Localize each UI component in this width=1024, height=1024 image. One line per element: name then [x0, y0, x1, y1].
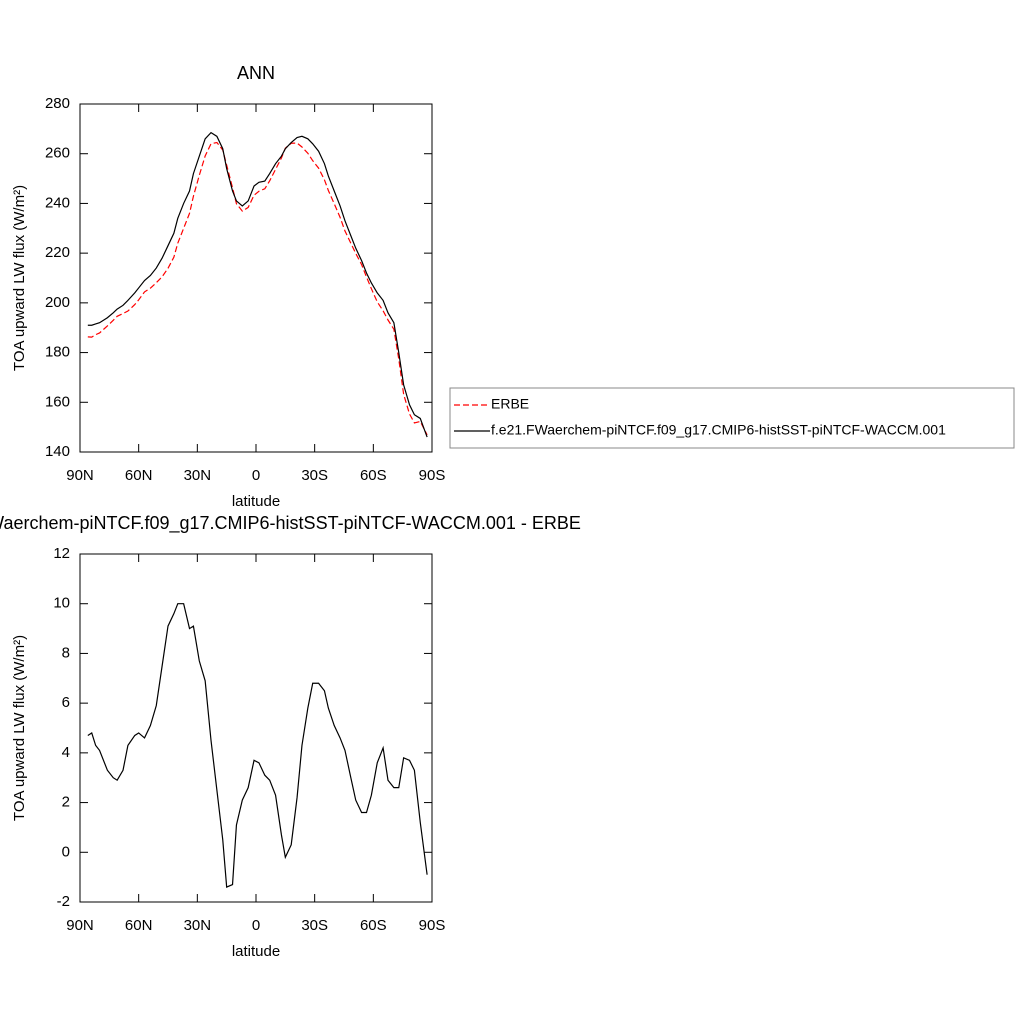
y-tick-label: 6: [62, 694, 70, 711]
x-tick-label: 90N: [66, 917, 94, 934]
data-line: [87, 131, 428, 438]
y-tick-label: 4: [62, 744, 70, 761]
x-axis-label: latitude: [232, 943, 280, 960]
x-tick-label: 90S: [419, 917, 446, 934]
x-tick-label: 0: [252, 917, 260, 934]
x-tick-label: 90S: [419, 467, 446, 484]
x-tick-label: 60S: [360, 917, 387, 934]
y-axis-label: TOA upward LW flux (W/m²): [11, 635, 28, 821]
y-tick-label: 160: [45, 393, 70, 410]
x-tick-label: 60N: [125, 917, 153, 934]
x-tick-label: 60S: [360, 467, 387, 484]
y-tick-label: 10: [53, 595, 70, 612]
y-tick-label: 2: [62, 794, 70, 811]
legend-label: ERBE: [491, 396, 529, 412]
y-tick-label: 12: [53, 545, 70, 562]
data-line: [87, 603, 428, 888]
y-tick-label: 180: [45, 344, 70, 361]
x-tick-label: 30S: [301, 467, 328, 484]
y-tick-label: 0: [62, 843, 70, 860]
data-line: [87, 141, 428, 436]
plot-frame: [79, 553, 433, 903]
x-tick-label: 30N: [184, 917, 212, 934]
chart-title: f.e21.FWaerchem-piNTCF.f09_g17.CMIP6-his…: [0, 513, 581, 534]
y-tick-label: 8: [62, 644, 70, 661]
x-tick-label: 0: [252, 467, 260, 484]
x-tick-label: 30S: [301, 917, 328, 934]
y-tick-label: -2: [57, 893, 70, 910]
x-tick-label: 90N: [66, 467, 94, 484]
x-tick-label: 60N: [125, 467, 153, 484]
y-tick-label: 220: [45, 244, 70, 261]
y-tick-label: 140: [45, 443, 70, 460]
chart-title: ANN: [237, 63, 275, 83]
plot-frame: [79, 103, 433, 453]
y-tick-label: 280: [45, 95, 70, 112]
y-tick-label: 200: [45, 294, 70, 311]
x-tick-label: 30N: [184, 467, 212, 484]
y-axis-label: TOA upward LW flux (W/m²): [11, 185, 28, 371]
y-tick-label: 260: [45, 145, 70, 162]
legend-label: f.e21.FWaerchem-piNTCF.f09_g17.CMIP6-his…: [491, 422, 946, 438]
y-tick-label: 240: [45, 194, 70, 211]
legend-box: [449, 387, 1015, 449]
x-axis-label: latitude: [232, 493, 280, 510]
